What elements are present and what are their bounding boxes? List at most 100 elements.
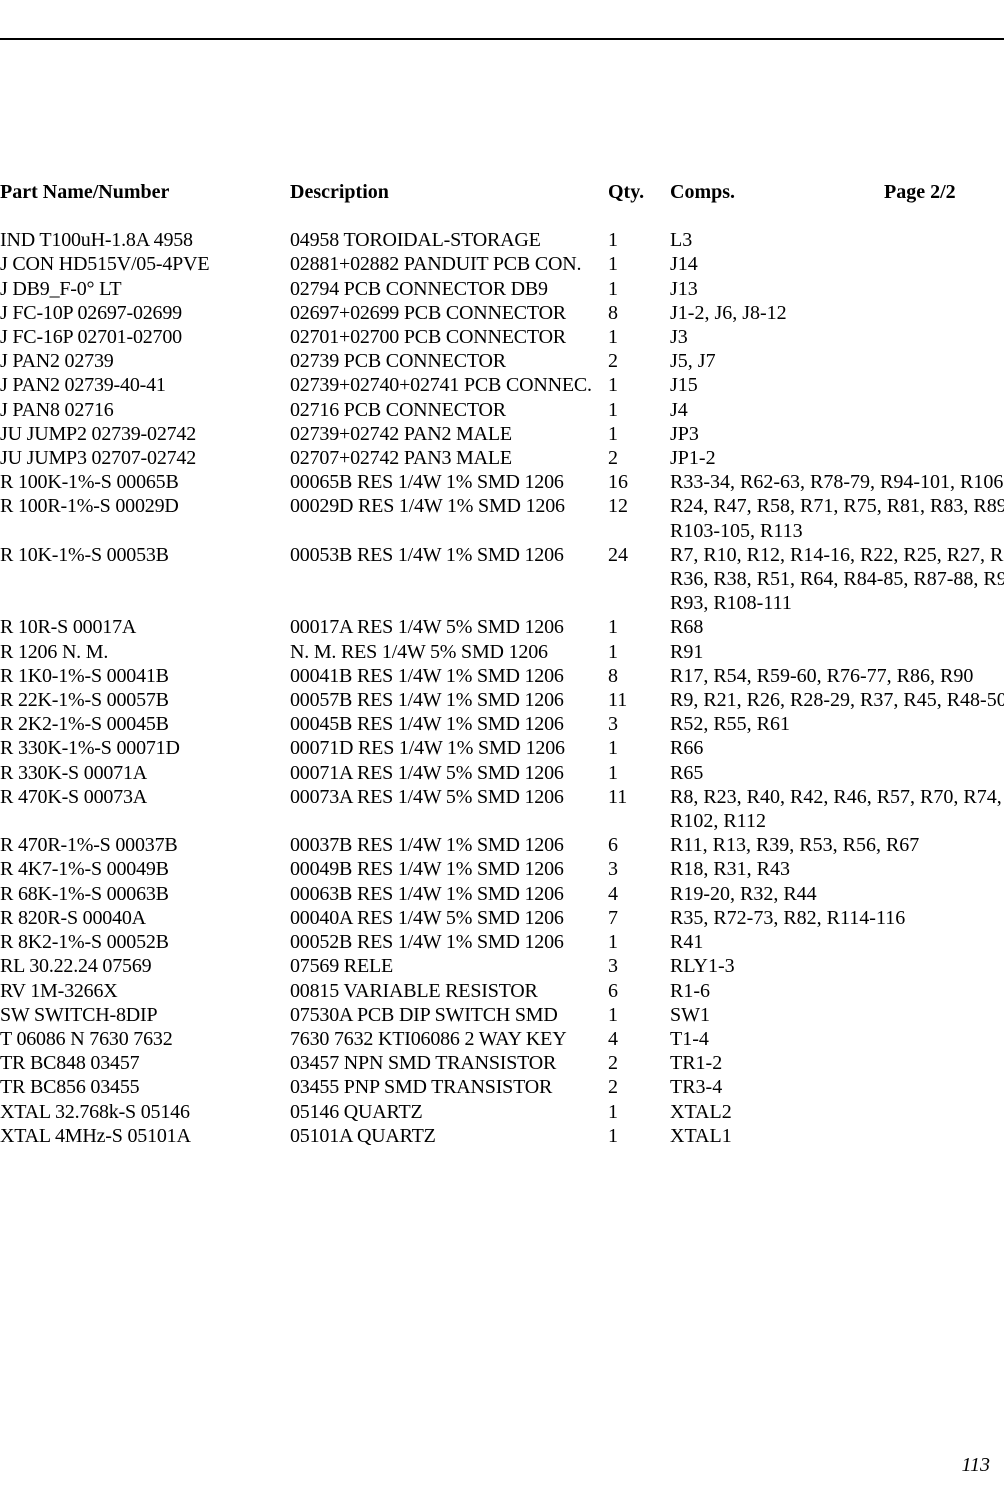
cell-qty: 8 bbox=[608, 664, 670, 688]
cell-part: R 820R-S 00040A bbox=[0, 906, 290, 930]
cell-part bbox=[0, 591, 290, 615]
table-row: RV 1M-3266X00815 VARIABLE RESISTOR6R1-6 bbox=[0, 979, 1004, 1003]
cell-comps: R24, R47, R58, R71, R75, R81, R83, R89, bbox=[670, 494, 1004, 518]
table-row: R 22K-1%-S 00057B00057B RES 1/4W 1% SMD … bbox=[0, 688, 1004, 712]
cell-qty: 11 bbox=[608, 688, 670, 712]
cell-part: J FC-10P 02697-02699 bbox=[0, 301, 290, 325]
cell-part: J PAN2 02739 bbox=[0, 349, 290, 373]
cell-qty: 3 bbox=[608, 712, 670, 736]
cell-qty: 1 bbox=[608, 615, 670, 639]
table-row: IND T100uH-1.8A 495804958 TOROIDAL-STORA… bbox=[0, 228, 1004, 252]
col-header-qty: Qty. bbox=[608, 180, 670, 204]
page: Part Name/Number Description Qty. Comps.… bbox=[0, 0, 1004, 1503]
cell-part: R 1206 N. M. bbox=[0, 640, 290, 664]
cell-part: R 2K2-1%-S 00045B bbox=[0, 712, 290, 736]
cell-qty bbox=[608, 567, 670, 591]
cell-part: JU JUMP3 02707-02742 bbox=[0, 446, 290, 470]
table-row: R 10K-1%-S 00053B00053B RES 1/4W 1% SMD … bbox=[0, 543, 1004, 567]
cell-qty: 1 bbox=[608, 252, 670, 276]
table-row: JU JUMP3 02707-0274202707+02742 PAN3 MAL… bbox=[0, 446, 1004, 470]
cell-comps: R65 bbox=[670, 761, 1004, 785]
cell-desc: 00815 VARIABLE RESISTOR bbox=[290, 979, 608, 1003]
cell-comps: XTAL2 bbox=[670, 1100, 1004, 1124]
cell-desc: 00040A RES 1/4W 5% SMD 1206 bbox=[290, 906, 608, 930]
cell-qty: 12 bbox=[608, 494, 670, 518]
table-row: J FC-16P 02701-0270002701+02700 PCB CONN… bbox=[0, 325, 1004, 349]
cell-comps: R102, R112 bbox=[670, 809, 1004, 833]
page-number: 113 bbox=[961, 1454, 990, 1477]
cell-qty: 4 bbox=[608, 1027, 670, 1051]
table-row: R 10R-S 00017A00017A RES 1/4W 5% SMD 120… bbox=[0, 615, 1004, 639]
cell-qty: 2 bbox=[608, 1051, 670, 1075]
cell-comps: R11, R13, R39, R53, R56, R67 bbox=[670, 833, 1004, 857]
cell-qty: 1 bbox=[608, 373, 670, 397]
cell-qty: 1 bbox=[608, 1124, 670, 1148]
cell-comps: J1-2, J6, J8-12 bbox=[670, 301, 1004, 325]
cell-part: J CON HD515V/05-4PVE bbox=[0, 252, 290, 276]
table-row: XTAL 4MHz-S 05101A05101A QUARTZ1XTAL1 bbox=[0, 1124, 1004, 1148]
cell-comps: J15 bbox=[670, 373, 1004, 397]
cell-desc: 02881+02882 PANDUIT PCB CON. bbox=[290, 252, 608, 276]
cell-desc: 02739 PCB CONNECTOR bbox=[290, 349, 608, 373]
cell-part: XTAL 32.768k-S 05146 bbox=[0, 1100, 290, 1124]
cell-part bbox=[0, 809, 290, 833]
cell-part: RL 30.22.24 07569 bbox=[0, 954, 290, 978]
cell-desc: 02739+02742 PAN2 MALE bbox=[290, 422, 608, 446]
cell-comps: R1-6 bbox=[670, 979, 1004, 1003]
cell-comps: J14 bbox=[670, 252, 1004, 276]
table-row: TR BC848 0345703457 NPN SMD TRANSISTOR2T… bbox=[0, 1051, 1004, 1075]
cell-desc: 00073A RES 1/4W 5% SMD 1206 bbox=[290, 785, 608, 809]
cell-comps: JP1-2 bbox=[670, 446, 1004, 470]
table-row: J PAN2 0273902739 PCB CONNECTOR2J5, J7 bbox=[0, 349, 1004, 373]
cell-desc bbox=[290, 567, 608, 591]
cell-desc: 02739+02740+02741 PCB CONNEC. bbox=[290, 373, 608, 397]
cell-qty: 8 bbox=[608, 301, 670, 325]
cell-comps: XTAL1 bbox=[670, 1124, 1004, 1148]
cell-desc: 00071A RES 1/4W 5% SMD 1206 bbox=[290, 761, 608, 785]
cell-comps: R91 bbox=[670, 640, 1004, 664]
cell-desc: 00063B RES 1/4W 1% SMD 1206 bbox=[290, 882, 608, 906]
cell-desc: 00071D RES 1/4W 1% SMD 1206 bbox=[290, 736, 608, 760]
cell-qty: 3 bbox=[608, 954, 670, 978]
cell-qty: 6 bbox=[608, 979, 670, 1003]
cell-part: R 330K-S 00071A bbox=[0, 761, 290, 785]
table-row: R 68K-1%-S 00063B00063B RES 1/4W 1% SMD … bbox=[0, 882, 1004, 906]
table-row: R 1K0-1%-S 00041B00041B RES 1/4W 1% SMD … bbox=[0, 664, 1004, 688]
table-row: R36, R38, R51, R64, R84-85, R87-88, R92, bbox=[0, 567, 1004, 591]
cell-comps: R33-34, R62-63, R78-79, R94-101, R106-10… bbox=[670, 470, 1004, 494]
cell-comps: R17, R54, R59-60, R76-77, R86, R90 bbox=[670, 664, 1004, 688]
cell-qty: 4 bbox=[608, 882, 670, 906]
cell-qty: 16 bbox=[608, 470, 670, 494]
col-header-desc: Description bbox=[290, 180, 608, 204]
table-row: J DB9_F-0° LT02794 PCB CONNECTOR DB91J13 bbox=[0, 277, 1004, 301]
cell-part: R 330K-1%-S 00071D bbox=[0, 736, 290, 760]
cell-qty: 2 bbox=[608, 446, 670, 470]
cell-comps: R36, R38, R51, R64, R84-85, R87-88, R92, bbox=[670, 567, 1004, 591]
cell-comps: R35, R72-73, R82, R114-116 bbox=[670, 906, 1004, 930]
col-header-part: Part Name/Number bbox=[0, 180, 290, 204]
table-header-row: Part Name/Number Description Qty. Comps.… bbox=[0, 180, 1004, 204]
cell-part: R 4K7-1%-S 00049B bbox=[0, 857, 290, 881]
cell-comps: RLY1-3 bbox=[670, 954, 1004, 978]
table-row: R93, R108-111 bbox=[0, 591, 1004, 615]
cell-desc: 00037B RES 1/4W 1% SMD 1206 bbox=[290, 833, 608, 857]
cell-comps: R66 bbox=[670, 736, 1004, 760]
cell-qty: 1 bbox=[608, 761, 670, 785]
parts-table: Part Name/Number Description Qty. Comps.… bbox=[0, 180, 1004, 1148]
cell-qty bbox=[608, 809, 670, 833]
cell-comps: J5, J7 bbox=[670, 349, 1004, 373]
table-row: R 330K-S 00071A00071A RES 1/4W 5% SMD 12… bbox=[0, 761, 1004, 785]
table-row: R 2K2-1%-S 00045B00045B RES 1/4W 1% SMD … bbox=[0, 712, 1004, 736]
table-row: RL 30.22.24 0756907569 RELE3RLY1-3 bbox=[0, 954, 1004, 978]
cell-part: R 68K-1%-S 00063B bbox=[0, 882, 290, 906]
cell-comps: R8, R23, R40, R42, R46, R57, R70, R74, R… bbox=[670, 785, 1004, 809]
cell-comps: R52, R55, R61 bbox=[670, 712, 1004, 736]
cell-part: R 470K-S 00073A bbox=[0, 785, 290, 809]
table-row: SW SWITCH-8DIP07530A PCB DIP SWITCH SMD1… bbox=[0, 1003, 1004, 1027]
cell-qty: 1 bbox=[608, 325, 670, 349]
table-row: R102, R112 bbox=[0, 809, 1004, 833]
table-row: R 1206 N. M.N. M. RES 1/4W 5% SMD 12061R… bbox=[0, 640, 1004, 664]
cell-desc: 03457 NPN SMD TRANSISTOR bbox=[290, 1051, 608, 1075]
cell-desc: 00029D RES 1/4W 1% SMD 1206 bbox=[290, 494, 608, 518]
cell-qty: 1 bbox=[608, 1003, 670, 1027]
